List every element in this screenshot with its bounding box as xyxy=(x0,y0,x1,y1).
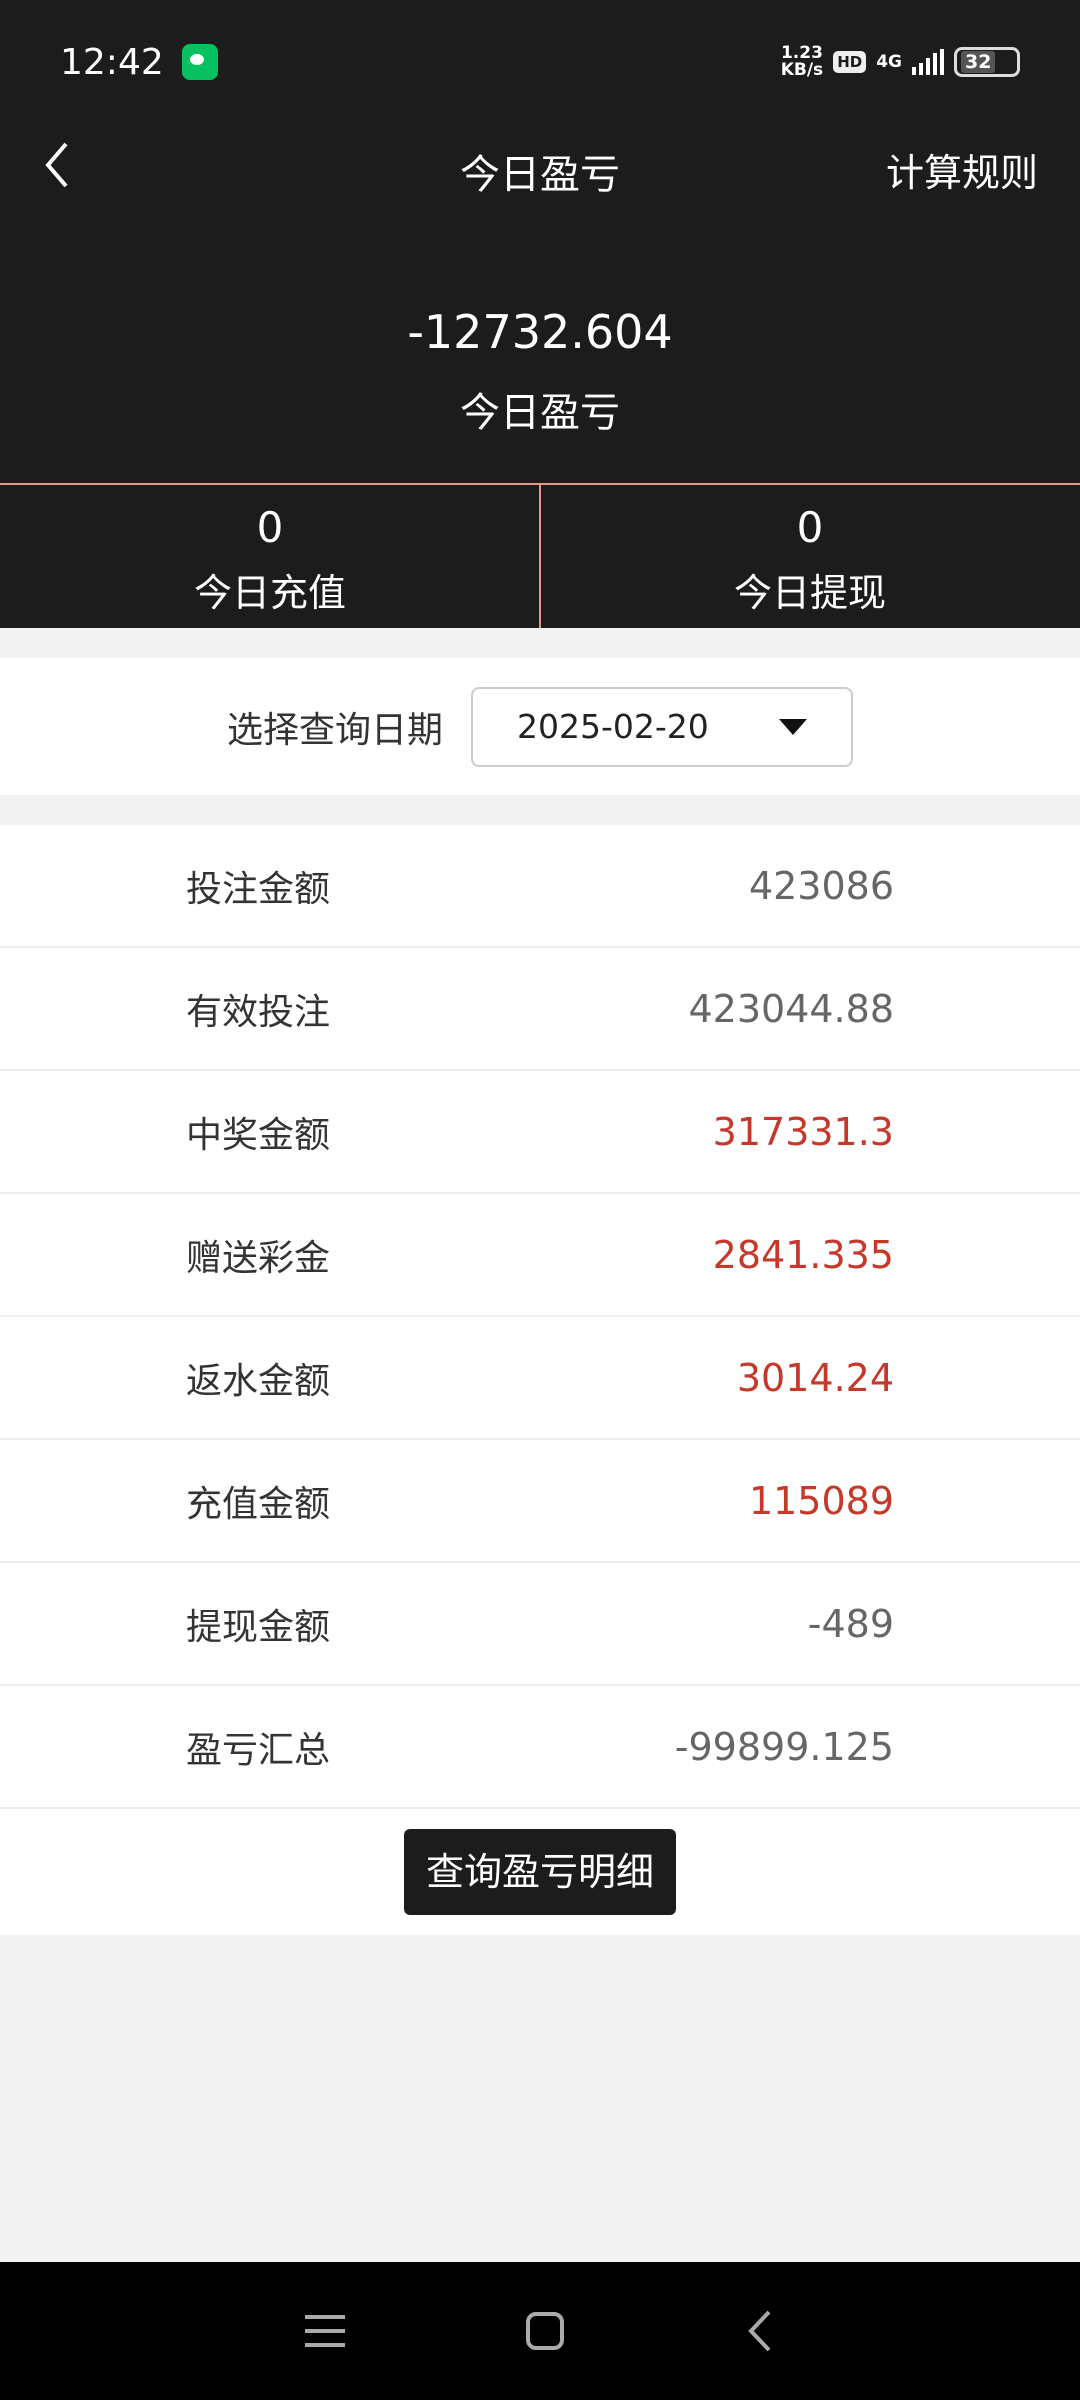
summary-row: 赠送彩金 2841.335 xyxy=(0,1194,1080,1317)
home-icon[interactable] xyxy=(525,2311,565,2351)
stat-today-withdraw: 0 今日提现 xyxy=(733,503,886,615)
row-label: 中奖金额 xyxy=(186,1114,331,1156)
row-label: 有效投注 xyxy=(186,991,331,1033)
summary-row: 提现金额 -489 xyxy=(0,1563,1080,1686)
row-value: -99899.125 xyxy=(674,1724,894,1769)
summary-row: 盈亏汇总 -99899.125 xyxy=(0,1686,1080,1809)
row-label: 投注金额 xyxy=(186,868,331,910)
total-pnl-label: 今日盈亏 xyxy=(460,390,620,436)
divider xyxy=(539,485,541,628)
net-speed: 1.23 KB/s xyxy=(780,43,824,80)
summary-row: 有效投注 423044.88 xyxy=(0,948,1080,1071)
summary-row: 投注金额 423086 xyxy=(0,825,1080,948)
total-pnl-value: -12732.604 xyxy=(407,305,673,359)
nav-bar: 今日盈亏 计算规则 xyxy=(0,120,1080,210)
stat-today-deposit: 0 今日充值 xyxy=(193,503,346,615)
date-filter: 选择查询日期 2025-02-20 xyxy=(0,658,1080,795)
query-detail-button[interactable]: 查询盈亏明细 xyxy=(403,1829,676,1915)
row-value: -489 xyxy=(807,1601,894,1646)
clock: 12:42 xyxy=(60,41,164,83)
divider xyxy=(0,483,1080,485)
summary-list: 投注金额 423086 有效投注 423044.88 中奖金额 317331.3 赠送彩金 2… xyxy=(0,825,1080,1935)
summary-row: 返水金额 3014.24 xyxy=(0,1317,1080,1440)
row-value: 423086 xyxy=(748,863,894,908)
status-bar: 12:42 1.23 KB/s HD 4G 32 xyxy=(60,40,1020,84)
row-label: 赠送彩金 xyxy=(186,1237,331,1279)
row-label: 返水金额 xyxy=(186,1360,331,1402)
network-type: 4G xyxy=(876,52,902,72)
summary-row: 充值金额 115089 xyxy=(0,1440,1080,1563)
summary-row: 中奖金额 317331.3 xyxy=(0,1071,1080,1194)
back-icon[interactable] xyxy=(40,142,80,188)
system-nav-bar xyxy=(0,2262,1080,2400)
row-label: 盈亏汇总 xyxy=(186,1729,331,1771)
row-label: 提现金额 xyxy=(186,1606,331,1648)
signal-icon xyxy=(912,49,944,75)
calc-rules-link[interactable]: 计算规则 xyxy=(885,151,1038,195)
row-value: 2841.335 xyxy=(712,1232,894,1277)
page-title: 今日盈亏 xyxy=(460,152,620,198)
row-value: 3014.24 xyxy=(736,1355,894,1400)
row-label: 充值金额 xyxy=(186,1483,331,1525)
date-select[interactable]: 2025-02-20 xyxy=(471,686,853,767)
row-value: 115089 xyxy=(748,1478,894,1523)
hd-icon: HD xyxy=(833,51,867,73)
back-nav-icon[interactable] xyxy=(745,2309,775,2353)
date-filter-label: 选择查询日期 xyxy=(226,709,443,751)
row-value: 317331.3 xyxy=(712,1109,894,1154)
caret-down-icon xyxy=(779,718,807,735)
battery-icon: 32 xyxy=(954,47,1020,77)
header-panel: 12:42 1.23 KB/s HD 4G 32 今日盈亏 计算规则 -12732… xyxy=(0,0,1080,628)
menu-icon[interactable] xyxy=(305,2313,345,2349)
wechat-icon xyxy=(181,44,218,80)
row-value: 423044.88 xyxy=(688,986,895,1031)
